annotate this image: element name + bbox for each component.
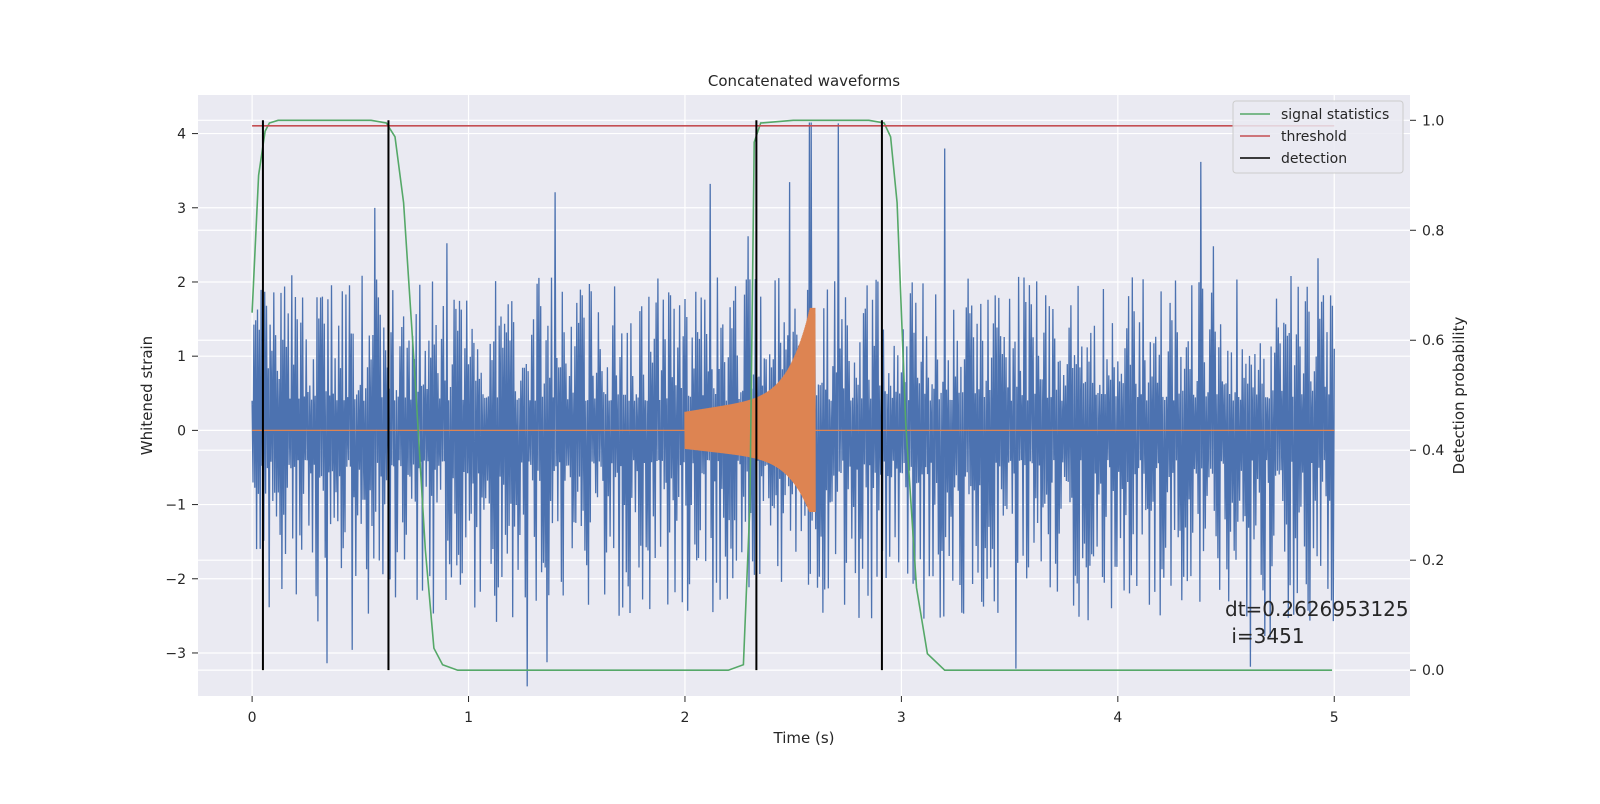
legend-label-detection: detection bbox=[1281, 151, 1347, 167]
y-tick-label: 1 bbox=[177, 349, 186, 365]
legend-label-threshold: threshold bbox=[1281, 129, 1347, 145]
y2-tick-label: 0.6 bbox=[1422, 333, 1444, 349]
x-tick-label: 3 bbox=[897, 710, 906, 726]
y-axis-ticks: −3 −2 −1 0 1 2 3 4 bbox=[165, 127, 198, 662]
y2-tick-label: 0.4 bbox=[1422, 443, 1444, 459]
y2-tick-label: 1.0 bbox=[1422, 113, 1444, 129]
y-tick-label: 4 bbox=[177, 127, 186, 143]
x-tick-label: 2 bbox=[681, 710, 690, 726]
y2-tick-label: 0.0 bbox=[1422, 663, 1444, 679]
legend-box bbox=[1232, 100, 1404, 174]
strain-line bbox=[251, 122, 1335, 687]
y2-axis-ticks: 0.0 0.2 0.4 0.6 0.8 1.0 bbox=[1410, 113, 1444, 679]
y2-axis-label: Detection probability bbox=[1450, 317, 1468, 475]
x-tick-label: 1 bbox=[464, 710, 473, 726]
y-axis-label: Whitened strain bbox=[138, 336, 156, 455]
x-axis-ticks: 0 1 2 3 4 5 bbox=[248, 696, 1339, 726]
y-tick-label: −1 bbox=[165, 498, 186, 514]
chart-title: Concatenated waveforms bbox=[708, 72, 900, 90]
y-tick-label: 2 bbox=[177, 275, 186, 291]
annotation-dt: dt=0.2626953125 bbox=[1225, 597, 1409, 621]
y-tick-label: −2 bbox=[165, 572, 186, 588]
y2-tick-label: 0.8 bbox=[1422, 223, 1444, 239]
legend-label-signal-statistics: signal statistics bbox=[1281, 107, 1389, 123]
y2-tick-label: 0.2 bbox=[1422, 553, 1444, 569]
injection-line bbox=[252, 307, 1335, 513]
y-tick-label: 3 bbox=[177, 201, 186, 217]
x-tick-label: 5 bbox=[1330, 710, 1339, 726]
x-tick-label: 4 bbox=[1113, 710, 1122, 726]
legend: signal statistics threshold detection bbox=[1232, 100, 1404, 174]
y-tick-label: 0 bbox=[177, 423, 186, 439]
annotation-i: i=3451 bbox=[1225, 624, 1305, 648]
y-tick-label: −3 bbox=[165, 646, 186, 662]
strain-series bbox=[251, 122, 1335, 687]
x-tick-label: 0 bbox=[248, 710, 257, 726]
detection-series bbox=[261, 120, 883, 671]
signal-statistics-series bbox=[251, 119, 1333, 672]
x-axis-label: Time (s) bbox=[773, 729, 835, 747]
signal-statistics-line bbox=[251, 119, 1333, 672]
injection-series bbox=[252, 307, 1335, 513]
